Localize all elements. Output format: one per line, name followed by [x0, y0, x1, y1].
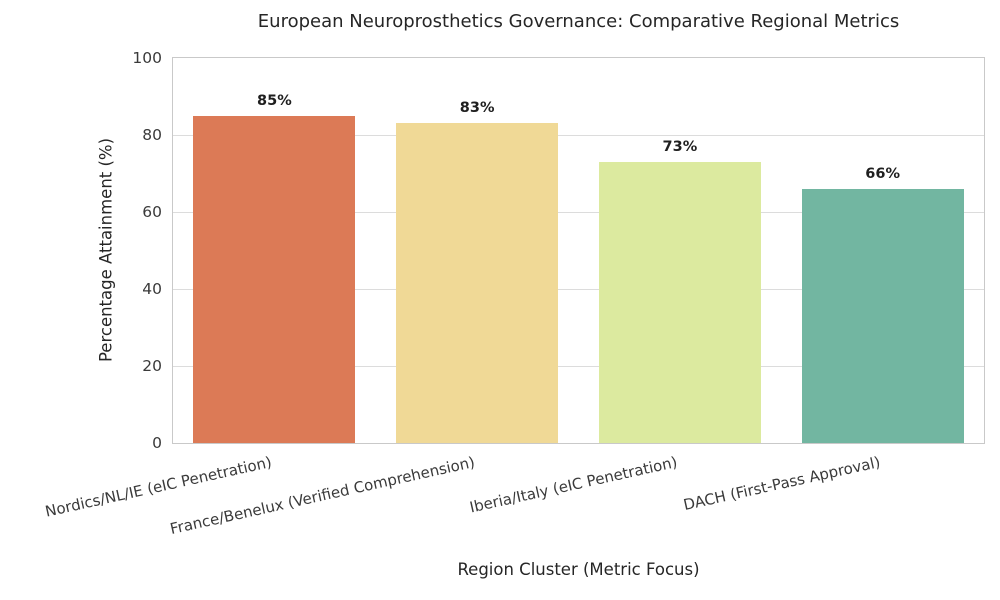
bar-value-label: 83%: [459, 100, 495, 116]
y-axis-title: Percentage Attainment (%): [96, 137, 116, 363]
bar-value-label: 85%: [257, 93, 292, 109]
bar-value-label: 73%: [662, 139, 698, 155]
x-tick-label: Iberia/Italy (eIC Penetration): [467, 453, 679, 517]
gridline: [173, 211, 984, 213]
gridline: [173, 134, 984, 136]
y-tick-label: 0: [152, 434, 162, 452]
x-tick-label: DACH (First-Pass Approval): [681, 453, 882, 515]
y-tick-label: 20: [142, 357, 162, 375]
plot-area: 85% 83% 73% 66%: [172, 57, 985, 444]
y-tick-label: 100: [132, 49, 162, 67]
y-tick-label: 40: [142, 280, 162, 298]
y-tick-label: 60: [142, 203, 162, 221]
x-axis-title: Region Cluster (Metric Focus): [457, 560, 700, 579]
bar-value-label: 66%: [865, 166, 900, 182]
gridline: [173, 365, 984, 367]
gridline: [173, 288, 984, 290]
bar-2: [396, 123, 558, 443]
bar-4: [802, 189, 964, 443]
bar-3: [599, 162, 761, 443]
chart-title: European Neuroprosthetics Governance: Co…: [257, 11, 900, 32]
y-tick-label: 80: [142, 126, 162, 144]
bar-1: [193, 116, 355, 443]
